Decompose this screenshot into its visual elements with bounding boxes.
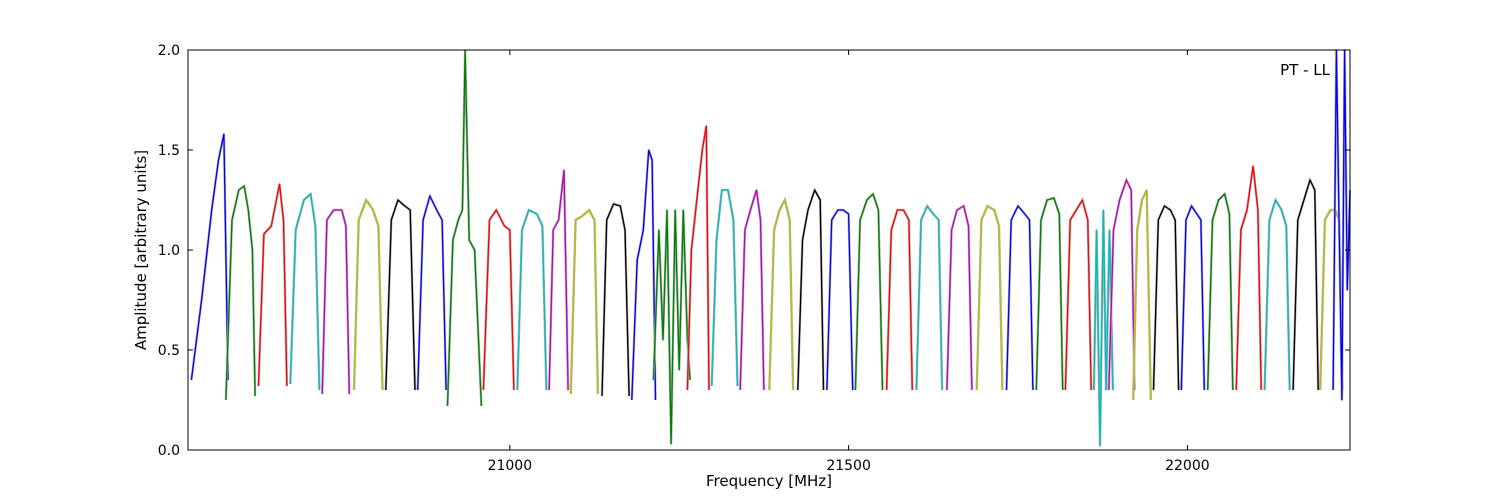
series-line-29: [1064, 199, 1092, 391]
series-line-6: [385, 199, 416, 391]
series-line-8: [446, 49, 483, 407]
plot-annotation: PT - LL: [1280, 61, 1331, 79]
series-line-2: [257, 183, 288, 387]
series-line-37: [1263, 199, 1291, 391]
x-tick-label: 22000: [1165, 458, 1210, 474]
y-axis-label: Amplitude [arbitrary units]: [132, 150, 150, 350]
y-tick-label: 0.0: [158, 443, 180, 459]
y-tick-label: 2.0: [158, 43, 180, 59]
series-line-10: [516, 209, 548, 391]
series-line-16: [686, 125, 710, 391]
series-line-35: [1207, 193, 1234, 391]
series-line-9: [482, 209, 515, 391]
series-line-15: [652, 209, 691, 445]
series-line-3: [289, 193, 321, 391]
series-line-5: [353, 199, 384, 391]
series-line-18: [739, 189, 765, 391]
series-line-23: [885, 209, 913, 391]
series-line-34: [1180, 205, 1205, 391]
series-line-30: [1093, 209, 1114, 447]
series-line-36: [1235, 165, 1262, 391]
traces-group: [190, 49, 1352, 447]
x-tick-label: 21500: [826, 458, 871, 474]
series-line-4: [321, 209, 350, 395]
series-line-14: [631, 149, 657, 401]
series-line-11: [548, 169, 569, 391]
series-line-28: [1035, 197, 1064, 391]
series-line-20: [797, 189, 825, 391]
series-line-27: [1005, 205, 1034, 391]
series-line-13: [601, 203, 630, 397]
series-line-22: [854, 193, 884, 391]
series-line-1: [225, 185, 256, 401]
y-tick-label: 1.0: [158, 243, 180, 259]
series-line-12: [570, 209, 599, 395]
series-line-38: [1292, 179, 1319, 391]
series-line-25: [946, 205, 973, 391]
x-axis: 21000 21500 22000: [488, 50, 1210, 474]
series-line-0: [190, 133, 229, 381]
series-line-33: [1152, 205, 1180, 391]
y-tick-label: 1.5: [158, 143, 180, 159]
series-line-21: [826, 209, 854, 391]
series-line-26: [976, 205, 1004, 391]
series-line-7: [417, 195, 447, 391]
x-axis-label: Frequency [MHz]: [706, 472, 832, 490]
series-line-32: [1132, 189, 1152, 401]
y-axis: 0.0 0.5 1.0 1.5 2.0: [158, 43, 1350, 459]
series-line-17: [711, 189, 739, 387]
y-tick-label: 0.5: [158, 343, 180, 359]
series-line-19: [768, 199, 794, 391]
series-line-31: [1108, 179, 1136, 391]
series-line-24: [915, 205, 943, 391]
x-tick-label: 21000: [488, 458, 533, 474]
